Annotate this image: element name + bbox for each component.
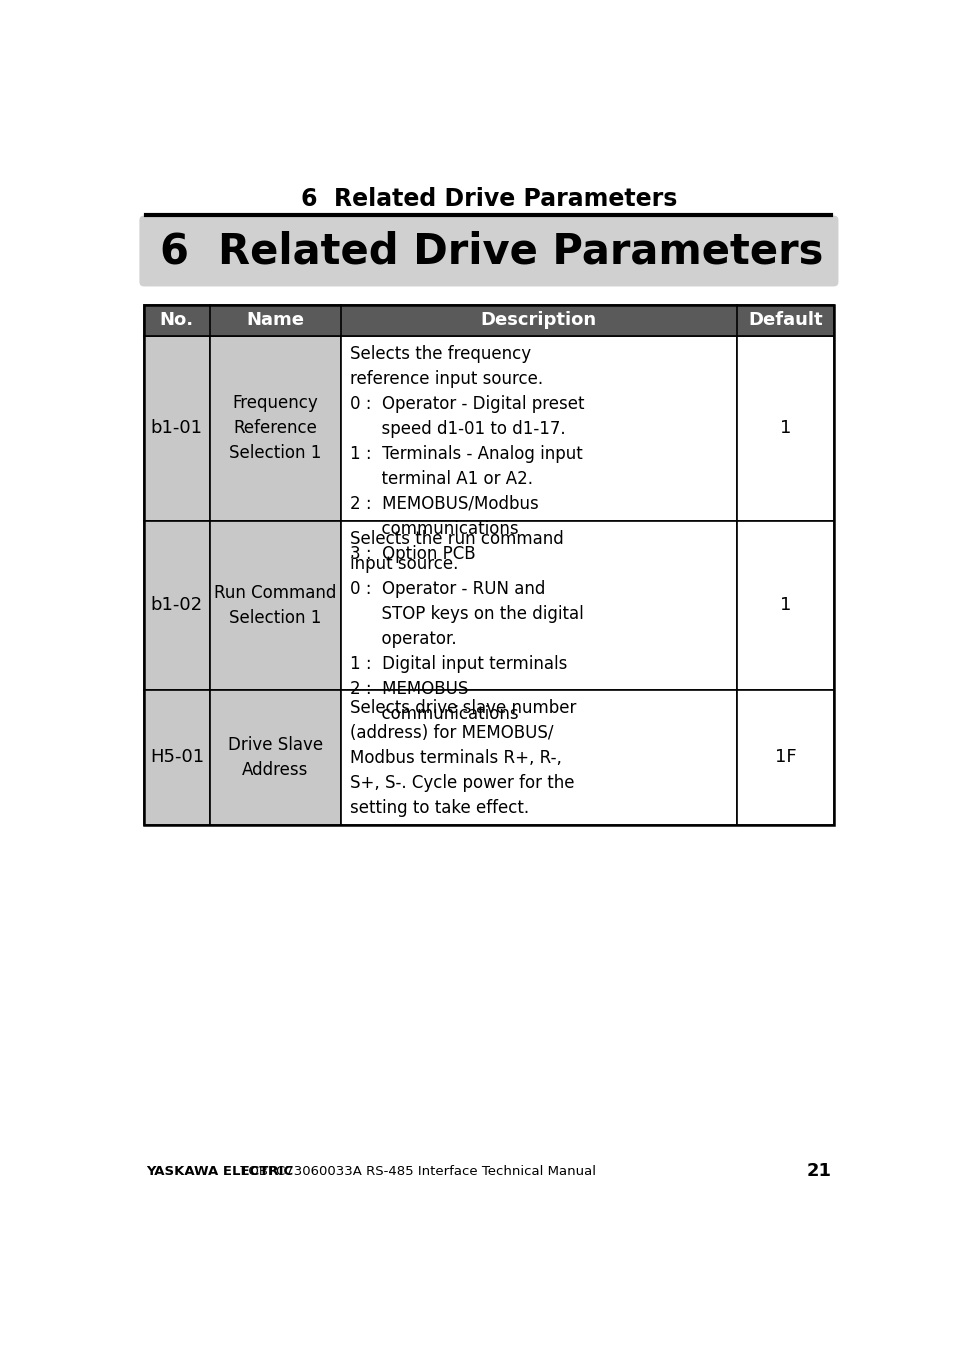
FancyBboxPatch shape: [139, 215, 838, 287]
Text: Name: Name: [246, 311, 304, 329]
Text: 1: 1: [779, 420, 790, 437]
Bar: [144, 691, 210, 825]
Bar: [210, 520, 340, 691]
Bar: [144, 305, 833, 336]
Bar: [737, 691, 833, 825]
Bar: [210, 336, 340, 520]
Text: No.: No.: [159, 311, 193, 329]
Text: Selects the frequency
reference input source.
0 :  Operator - Digital preset
   : Selects the frequency reference input so…: [350, 345, 584, 563]
Text: b1-02: b1-02: [151, 596, 203, 615]
Bar: [340, 520, 737, 691]
Text: 21: 21: [805, 1162, 831, 1181]
Bar: [144, 336, 210, 520]
Text: 6  Related Drive Parameters: 6 Related Drive Parameters: [300, 187, 677, 211]
Text: Drive Slave
Address: Drive Slave Address: [228, 735, 322, 779]
Text: 1F: 1F: [774, 749, 796, 766]
Text: Selects drive slave number
(address) for MEMOBUS/
Modbus terminals R+, R-,
S+, S: Selects drive slave number (address) for…: [350, 699, 576, 818]
Text: Description: Description: [480, 311, 597, 329]
Bar: [737, 520, 833, 691]
Text: YASKAWA ELECTRIC: YASKAWA ELECTRIC: [146, 1164, 294, 1178]
Text: b1-01: b1-01: [151, 420, 203, 437]
Bar: [737, 336, 833, 520]
Text: 6  Related Drive Parameters: 6 Related Drive Parameters: [159, 230, 822, 272]
Text: H5-01: H5-01: [150, 749, 204, 766]
Text: Run Command
Selection 1: Run Command Selection 1: [213, 584, 336, 627]
Text: Frequency
Reference
Selection 1: Frequency Reference Selection 1: [229, 394, 321, 462]
Text: Selects the run command
input source.
0 :  Operator - RUN and
      STOP keys on: Selects the run command input source. 0 …: [350, 529, 583, 723]
Text: Default: Default: [747, 311, 822, 329]
Bar: [340, 336, 737, 520]
Bar: [340, 691, 737, 825]
Bar: [210, 691, 340, 825]
Text: 1: 1: [779, 596, 790, 615]
Bar: [144, 520, 210, 691]
Text: TOBPC73060033A RS-485 Interface Technical Manual: TOBPC73060033A RS-485 Interface Technica…: [235, 1164, 595, 1178]
Bar: [144, 305, 833, 825]
